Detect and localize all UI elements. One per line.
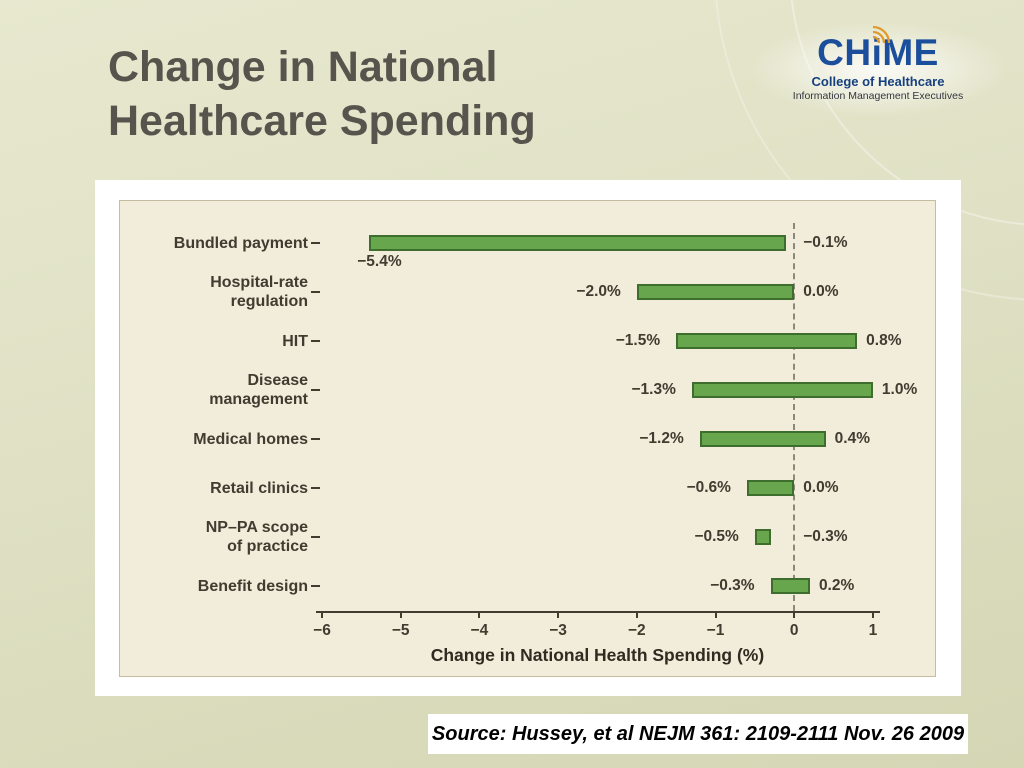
axis-tick xyxy=(557,611,560,618)
logo-signal-arcs-icon xyxy=(872,25,891,44)
bar-low-label: −0.5% xyxy=(694,528,739,545)
axis-tick-label: 0 xyxy=(789,622,799,639)
category-label: Retail clinics xyxy=(210,479,308,497)
range-bar xyxy=(770,578,810,594)
range-bar xyxy=(754,529,771,545)
bar-high-label: 0.8% xyxy=(866,332,902,349)
chart-plot-area: Change in National Health Spending (%) B… xyxy=(119,200,936,677)
source-citation-text: Source: Hussey, et al NEJM 361: 2109-211… xyxy=(431,722,965,745)
axis-tick-label: −4 xyxy=(470,622,489,639)
category-label: Disease management xyxy=(209,372,308,408)
bar-low-label: −1.3% xyxy=(631,381,676,398)
category-label: Bundled payment xyxy=(173,234,308,252)
axis-tick xyxy=(635,611,638,618)
category-tick xyxy=(311,389,320,391)
category-tick xyxy=(311,242,320,244)
page-title-line2: Healthcare Spending xyxy=(108,97,536,146)
axis-tick-label: −1 xyxy=(706,622,725,639)
bar-low-label: −5.4% xyxy=(357,253,402,270)
axis-tick xyxy=(399,611,402,618)
category-tick xyxy=(311,340,320,342)
zero-line xyxy=(793,223,796,611)
category-label: Medical homes xyxy=(193,430,308,448)
logo-text-i: i xyxy=(871,32,883,73)
bar-high-label: 0.4% xyxy=(834,430,871,447)
logo-text-ch: CH xyxy=(817,32,872,73)
range-bar xyxy=(636,284,795,300)
axis-tick-label: −6 xyxy=(313,622,331,639)
bar-high-label: −0.1% xyxy=(803,234,848,251)
category-label: Hospital-rate regulation xyxy=(210,274,308,310)
page-title: Change in National Healthcare Spending xyxy=(108,40,536,148)
range-bar xyxy=(369,235,787,251)
bar-high-label: −0.3% xyxy=(803,528,848,545)
axis-tick-label: −3 xyxy=(549,622,567,639)
axis-tick-label: 1 xyxy=(868,622,878,639)
bar-high-label: 0.2% xyxy=(818,577,855,594)
category-label: Benefit design xyxy=(197,577,308,595)
logo-glow-decoration xyxy=(750,22,1006,116)
axis-tick xyxy=(714,611,717,618)
chime-logo-wordmark: CHiME xyxy=(817,25,939,73)
range-bar xyxy=(746,480,795,496)
page-title-line1: Change in National xyxy=(108,43,498,91)
logo-tagline-line2: Information Management Executives xyxy=(792,90,964,102)
logo-text-me: ME xyxy=(882,32,939,73)
category-tick xyxy=(311,438,320,440)
bar-low-label: −0.3% xyxy=(710,577,755,594)
category-label: NP–PA scope of practice xyxy=(205,519,308,555)
axis-tick xyxy=(321,611,323,618)
bar-low-label: −1.5% xyxy=(615,332,661,349)
range-bar xyxy=(699,431,826,447)
bar-low-label: −0.6% xyxy=(686,479,731,496)
category-label: HIT xyxy=(282,332,308,350)
source-citation-box: Source: Hussey, et al NEJM 361: 2109-211… xyxy=(428,714,968,754)
bar-low-label: −2.0% xyxy=(576,283,621,300)
range-bar xyxy=(676,333,858,349)
category-tick xyxy=(311,585,320,587)
axis-tick xyxy=(478,611,481,618)
bar-high-label: 0.0% xyxy=(803,283,839,300)
category-tick xyxy=(311,291,320,293)
bar-high-label: 0.0% xyxy=(803,479,839,496)
axis-tick xyxy=(793,611,796,618)
axis-tick xyxy=(871,611,874,618)
x-axis-title: Change in National Health Spending (%) xyxy=(430,645,765,665)
axis-tick-label: −5 xyxy=(391,622,410,639)
category-tick xyxy=(311,487,320,489)
logo-tagline-line1: College of Healthcare xyxy=(811,74,945,89)
chime-logo: CHiME College of Healthcare Information … xyxy=(750,22,1006,116)
bar-high-label: 1.0% xyxy=(881,381,918,398)
chart-panel: Change in National Health Spending (%) B… xyxy=(95,180,961,696)
range-bar xyxy=(691,382,873,398)
category-tick xyxy=(311,536,320,538)
bar-low-label: −1.2% xyxy=(639,430,684,447)
axis-tick-label: −2 xyxy=(627,622,646,639)
x-axis-line xyxy=(316,611,880,613)
